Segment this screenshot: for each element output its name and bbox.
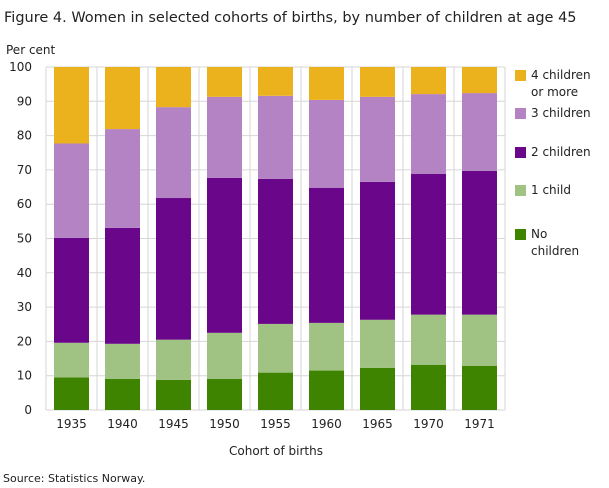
bar-segment <box>54 377 89 410</box>
bar-segment <box>54 237 89 343</box>
bar-segment <box>54 67 89 144</box>
bar-segment <box>207 177 242 333</box>
y-tick-label: 70 <box>17 163 32 177</box>
legend-swatch <box>515 147 526 158</box>
bar-segment <box>54 342 89 378</box>
y-tick-label: 80 <box>17 129 32 143</box>
x-tick-label: 1940 <box>107 417 138 431</box>
y-tick-label: 100 <box>9 60 32 74</box>
bar-segment <box>360 319 395 368</box>
bar-segment <box>411 67 446 95</box>
bar-segment <box>105 378 140 410</box>
bar-segment <box>258 67 293 96</box>
x-tick-label: 1945 <box>158 417 189 431</box>
bar-segment <box>462 67 497 94</box>
bar-segment <box>309 99 344 188</box>
bar-segment <box>258 323 293 373</box>
bar-segment <box>309 322 344 371</box>
y-tick-label: 20 <box>17 334 32 348</box>
y-tick-label: 50 <box>17 232 32 246</box>
x-tick-label: 1960 <box>311 417 342 431</box>
bar-segment <box>462 365 497 410</box>
legend-label: 1 child <box>531 183 571 197</box>
y-axis-label: Per cent <box>6 43 56 57</box>
bar-segment <box>309 370 344 410</box>
x-tick-label: 1955 <box>260 417 291 431</box>
chart-title: Figure 4. Women in selected cohorts of b… <box>4 10 577 26</box>
bar-segment <box>207 67 242 97</box>
bar-segment <box>258 372 293 410</box>
x-tick-label: 1950 <box>209 417 240 431</box>
y-tick-label: 90 <box>17 94 32 108</box>
legend-label: 3 children <box>531 106 591 120</box>
x-tick-label: 1935 <box>56 417 87 431</box>
bar-segment <box>207 96 242 178</box>
bar-segment <box>462 93 497 171</box>
bar-segment <box>462 170 497 315</box>
bar-segment <box>360 367 395 410</box>
bar-segment <box>156 198 191 340</box>
x-axis-label: Cohort of births <box>229 444 323 458</box>
bar-segment <box>105 227 140 344</box>
y-tick-label: 40 <box>17 266 32 280</box>
bar-segment <box>156 107 191 199</box>
source-note: Source: Statistics Norway. <box>3 472 145 485</box>
legend-swatch <box>515 108 526 119</box>
legend-label: 4 children <box>531 68 591 82</box>
legend-swatch <box>515 185 526 196</box>
x-tick-label: 1971 <box>464 417 495 431</box>
bar-segment <box>462 314 497 366</box>
bar-segment <box>309 187 344 323</box>
bar-segment <box>156 339 191 380</box>
legend-label: or more <box>531 85 578 99</box>
y-tick-label: 30 <box>17 300 32 314</box>
y-tick-label: 10 <box>17 369 32 383</box>
y-tick-label: 60 <box>17 197 32 211</box>
bar-segment <box>105 67 140 130</box>
bar-segment <box>54 143 89 238</box>
legend-swatch <box>515 229 526 240</box>
bar-segment <box>207 332 242 379</box>
y-tick-label: 0 <box>24 403 32 417</box>
bar-segment <box>156 67 191 108</box>
bar-segment <box>258 95 293 179</box>
x-tick-label: 1965 <box>362 417 393 431</box>
bar-segment <box>258 178 293 324</box>
legend-swatch <box>515 70 526 81</box>
bar-segment <box>411 314 446 365</box>
legend-label: 2 children <box>531 145 591 159</box>
bar-segment <box>105 343 140 379</box>
bar-segment <box>360 181 395 320</box>
legend-label: children <box>531 244 579 258</box>
legend-label: No <box>531 227 547 241</box>
bar-segment <box>411 174 446 315</box>
bar-segment <box>411 94 446 175</box>
bar-segment <box>207 378 242 410</box>
bar-segment <box>105 129 140 228</box>
bar-segment <box>156 379 191 410</box>
x-tick-label: 1970 <box>413 417 444 431</box>
bar-segment <box>309 67 344 100</box>
bar-segment <box>411 364 446 410</box>
bar-segment <box>360 67 395 97</box>
bar-segment <box>360 96 395 182</box>
